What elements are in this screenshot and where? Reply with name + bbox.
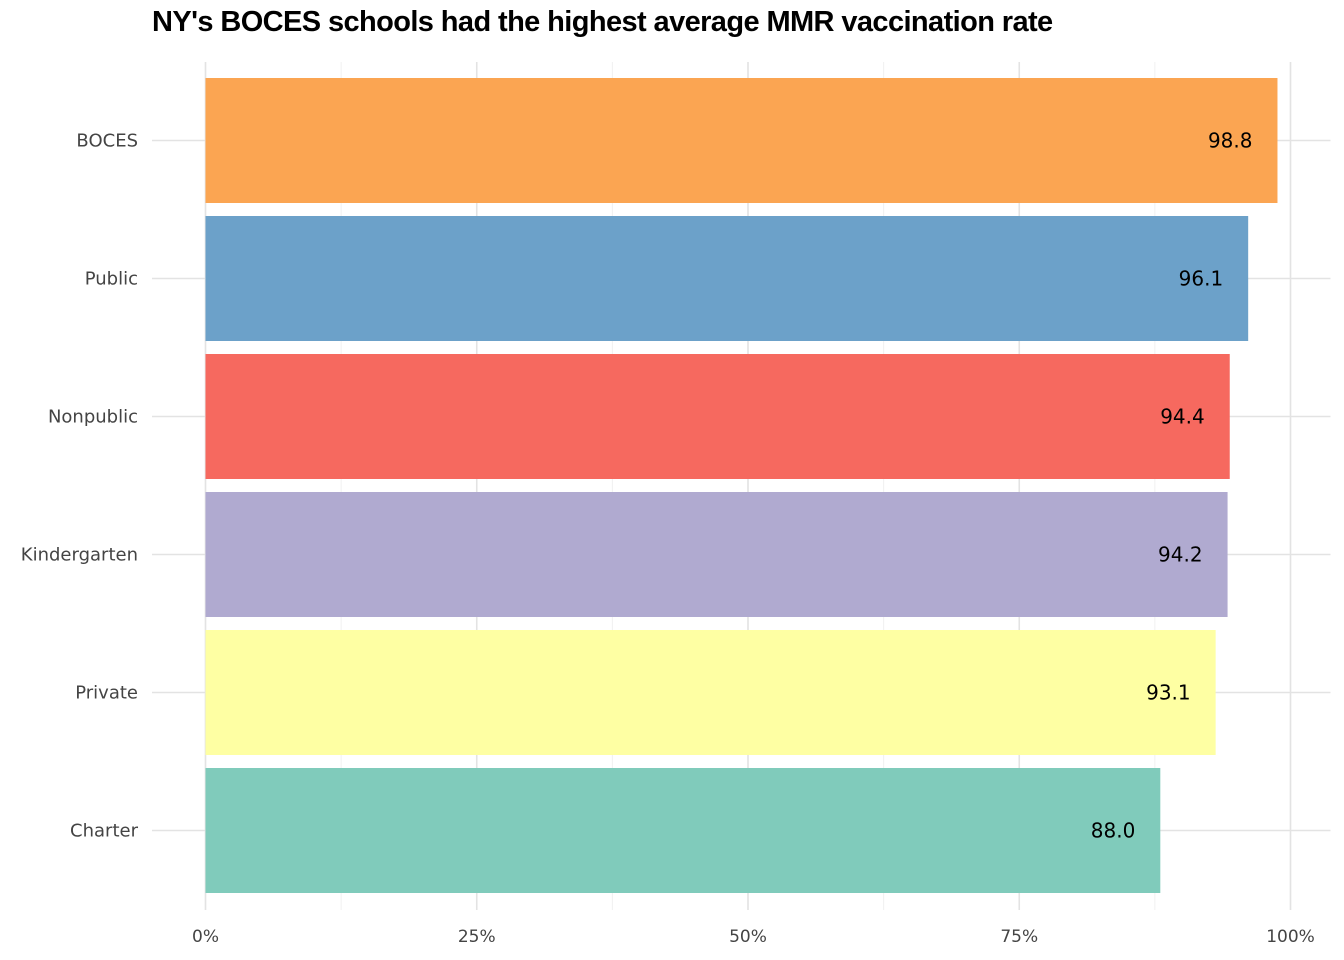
category-label: Private — [75, 683, 138, 704]
category-label: Nonpublic — [48, 407, 138, 428]
x-axis: 0% 25% 50% 75% 100% — [192, 927, 1315, 947]
x-tick-label: 25% — [458, 927, 496, 947]
x-tick-label: 0% — [192, 927, 219, 947]
value-labels: 98.8 96.1 94.4 94.2 93.1 88.0 — [1091, 129, 1253, 843]
value-label: 88.0 — [1091, 819, 1136, 843]
chart-title: NY's BOCES schools had the highest avera… — [152, 6, 1053, 38]
category-label: Public — [85, 269, 138, 290]
bar-nonpublic — [205, 354, 1230, 479]
value-label: 96.1 — [1179, 267, 1224, 291]
bar-boces — [205, 78, 1278, 203]
bar-charter — [205, 768, 1161, 893]
value-label: 94.2 — [1158, 543, 1203, 567]
x-tick-label: 50% — [729, 927, 767, 947]
value-label: 93.1 — [1146, 681, 1191, 705]
category-label: BOCES — [76, 131, 138, 152]
value-label: 98.8 — [1208, 129, 1253, 153]
bar-private — [205, 630, 1216, 755]
category-label: Kindergarten — [21, 545, 138, 566]
category-axis: BOCES Public Nonpublic Kindergarten Private C… — [21, 131, 139, 842]
x-tick-label: 75% — [1000, 927, 1038, 947]
bar-public — [205, 216, 1249, 341]
bar-kindergarten — [205, 492, 1228, 617]
bars — [205, 78, 1278, 893]
x-tick-label: 100% — [1266, 927, 1315, 947]
category-label: Charter — [70, 821, 139, 842]
value-label: 94.4 — [1160, 405, 1205, 429]
